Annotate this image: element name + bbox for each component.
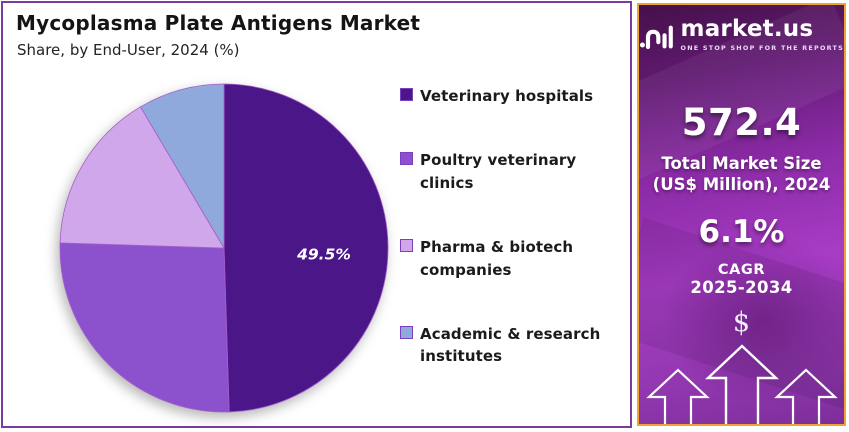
- total-market-size-value: 572.4: [681, 101, 802, 144]
- chart-panel: Mycoplasma Plate Antigens Market Share, …: [1, 1, 632, 428]
- legend-swatch-icon: [400, 152, 413, 166]
- page-title: Mycoplasma Plate Antigens Market: [16, 11, 421, 35]
- legend-label: Poultry veterinary clinics: [420, 151, 577, 192]
- pie-chart-svg: 49.5%: [59, 83, 389, 413]
- legend-item: Pharma & biotech companies: [400, 236, 628, 281]
- legend-item: Academic & research institutes: [400, 323, 628, 368]
- svg-text:49.5%: 49.5%: [296, 245, 351, 263]
- legend-label: Pharma & biotech companies: [420, 238, 574, 279]
- legend-swatch-icon: [400, 325, 413, 339]
- total-market-size-label: Total Market Size (US$ Million), 2024: [639, 153, 844, 196]
- growth-arrows-icon: [645, 344, 838, 424]
- marketus-logo-icon: [639, 25, 673, 50]
- legend-label: Academic & research institutes: [420, 324, 601, 366]
- chart-legend: Veterinary hospitals Poultry veterinary …: [400, 85, 628, 368]
- legend-item: Poultry veterinary clinics: [400, 149, 628, 194]
- legend-swatch-icon: [400, 88, 413, 101]
- cagr-label: CAGR: [717, 261, 766, 278]
- cagr-period: 2025-2034: [690, 277, 793, 297]
- summary-sidebar: market.us ONE STOP SHOP FOR THE REPORTS …: [637, 3, 846, 426]
- total-market-size-label-line2: (US$ Million), 2024: [652, 175, 831, 195]
- cagr-value: 6.1%: [698, 213, 785, 250]
- legend-swatch-icon: [400, 239, 413, 253]
- legend-item: Veterinary hospitals: [400, 85, 628, 108]
- brand-logo: market.us ONE STOP SHOP FOR THE REPORTS: [639, 18, 844, 54]
- brand-text: market.us ONE STOP SHOP FOR THE REPORTS: [680, 16, 844, 53]
- pie-chart: 49.5%: [52, 76, 396, 420]
- total-market-size-label-line1: Total Market Size: [661, 154, 822, 173]
- brand-tagline: ONE STOP SHOP FOR THE REPORTS: [680, 44, 844, 52]
- chart-subtitle: Share, by End-User, 2024 (%): [17, 41, 240, 59]
- dollar-icon: $: [732, 306, 751, 338]
- brand-name: market.us: [680, 16, 814, 42]
- legend-label: Veterinary hospitals: [420, 87, 594, 105]
